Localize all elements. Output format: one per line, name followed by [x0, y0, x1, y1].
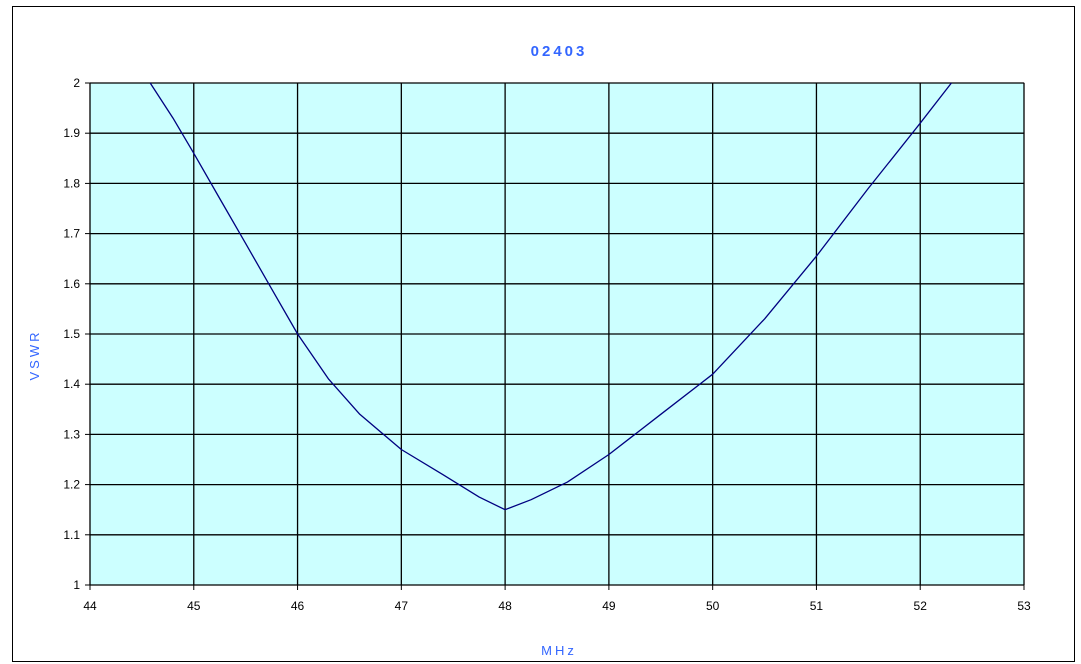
x-tick-label: 52	[914, 599, 928, 613]
x-tick-label: 46	[291, 599, 305, 613]
vswr-series-line	[149, 82, 952, 511]
horizontal-gridlines	[90, 82, 1024, 586]
y-tick-label: 2	[73, 76, 80, 90]
y-tick-label: 1.6	[63, 277, 80, 291]
y-tick-label: 1.7	[63, 227, 80, 241]
x-tick-label: 51	[810, 599, 824, 613]
y-tick-label: 1.3	[63, 427, 80, 441]
x-tick-label: 50	[706, 599, 720, 613]
series-group	[149, 82, 952, 511]
y-tick-label: 1.8	[63, 176, 80, 190]
x-tick-label: 49	[602, 599, 616, 613]
x-axis-tick-labels: 44 45 46 47 48 49 50 51 52 53	[83, 585, 1031, 613]
y-tick-label: 1.5	[63, 327, 80, 341]
y-tick-label: 1	[73, 578, 80, 592]
x-tick-label: 44	[83, 599, 97, 613]
y-axis-label: VSWR	[27, 330, 42, 381]
x-tick-label: 47	[395, 599, 409, 613]
y-tick-label: 1.9	[63, 126, 80, 140]
x-axis-label: MHz	[541, 643, 577, 658]
x-tick-label: 45	[187, 599, 201, 613]
y-tick-label: 1.4	[63, 377, 80, 391]
x-tick-label: 48	[498, 599, 512, 613]
y-tick-label: 1.2	[63, 478, 80, 492]
y-axis-tick-labels: 1 1.1 1.2 1.3 1.4 1.5 1.6 1.7 1.8 1.9 2	[63, 76, 90, 592]
y-tick-label: 1.1	[63, 528, 80, 542]
x-tick-label: 53	[1017, 599, 1031, 613]
chart-title: 02403	[531, 43, 588, 60]
